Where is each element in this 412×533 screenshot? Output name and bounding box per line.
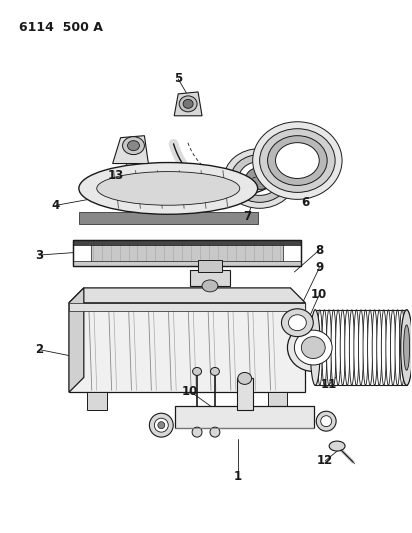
Text: 6114  500 A: 6114 500 A <box>19 21 103 34</box>
Ellipse shape <box>295 330 332 365</box>
Text: 10: 10 <box>182 385 198 398</box>
Text: 11: 11 <box>321 378 337 391</box>
Ellipse shape <box>395 310 400 385</box>
Text: 6: 6 <box>301 196 309 209</box>
Ellipse shape <box>404 325 410 370</box>
Bar <box>190 270 230 286</box>
Ellipse shape <box>150 413 173 437</box>
Ellipse shape <box>372 310 377 385</box>
Ellipse shape <box>316 411 336 431</box>
Text: 7: 7 <box>243 210 252 223</box>
Ellipse shape <box>340 310 345 385</box>
Bar <box>69 303 305 311</box>
Bar <box>73 240 301 245</box>
Ellipse shape <box>253 122 342 199</box>
Bar <box>73 240 301 266</box>
Ellipse shape <box>404 310 409 385</box>
Ellipse shape <box>246 167 274 189</box>
Ellipse shape <box>97 172 240 205</box>
Ellipse shape <box>386 310 391 385</box>
Ellipse shape <box>331 310 336 385</box>
Ellipse shape <box>377 310 382 385</box>
Ellipse shape <box>122 136 145 155</box>
Ellipse shape <box>281 309 313 337</box>
Text: 2: 2 <box>35 343 43 356</box>
Ellipse shape <box>321 416 332 426</box>
Ellipse shape <box>368 310 372 385</box>
Ellipse shape <box>202 280 218 292</box>
Ellipse shape <box>317 310 322 385</box>
Ellipse shape <box>401 310 412 385</box>
Ellipse shape <box>354 310 359 385</box>
Text: 9: 9 <box>315 262 323 274</box>
Bar <box>267 392 288 410</box>
Ellipse shape <box>382 310 386 385</box>
Ellipse shape <box>391 310 396 385</box>
Polygon shape <box>174 92 202 116</box>
Ellipse shape <box>313 310 318 385</box>
Polygon shape <box>79 212 258 224</box>
Ellipse shape <box>358 310 363 385</box>
Ellipse shape <box>267 136 327 185</box>
Bar <box>87 392 107 410</box>
Polygon shape <box>69 288 305 303</box>
Bar <box>73 240 301 266</box>
Bar <box>198 260 222 272</box>
Ellipse shape <box>183 99 193 108</box>
Ellipse shape <box>192 367 201 375</box>
Ellipse shape <box>179 96 197 112</box>
Ellipse shape <box>349 310 354 385</box>
Text: 13: 13 <box>108 169 124 182</box>
Ellipse shape <box>363 310 368 385</box>
Ellipse shape <box>260 129 335 192</box>
Text: 1: 1 <box>234 471 242 483</box>
Ellipse shape <box>329 441 345 451</box>
Ellipse shape <box>345 310 350 385</box>
Ellipse shape <box>336 310 341 385</box>
Polygon shape <box>69 303 305 392</box>
Ellipse shape <box>158 422 165 429</box>
Text: 5: 5 <box>174 72 183 85</box>
Ellipse shape <box>276 143 319 179</box>
Ellipse shape <box>224 149 295 208</box>
Ellipse shape <box>211 367 220 375</box>
Polygon shape <box>69 288 84 392</box>
Ellipse shape <box>288 315 306 330</box>
Ellipse shape <box>310 310 320 385</box>
Ellipse shape <box>79 163 258 214</box>
Ellipse shape <box>301 337 325 359</box>
Bar <box>73 261 301 266</box>
Bar <box>91 244 283 262</box>
Ellipse shape <box>128 141 139 151</box>
Ellipse shape <box>322 310 327 385</box>
Polygon shape <box>112 136 148 164</box>
Bar <box>175 406 314 428</box>
Ellipse shape <box>239 161 281 196</box>
Bar <box>237 378 253 410</box>
Ellipse shape <box>400 310 405 385</box>
Text: 10: 10 <box>311 288 328 301</box>
Ellipse shape <box>154 418 168 432</box>
Ellipse shape <box>210 427 220 437</box>
Text: 3: 3 <box>35 248 43 262</box>
Ellipse shape <box>288 324 339 372</box>
Text: 4: 4 <box>52 199 60 212</box>
Ellipse shape <box>326 310 331 385</box>
Text: 8: 8 <box>315 244 323 256</box>
Text: 12: 12 <box>317 455 333 467</box>
Ellipse shape <box>192 427 202 437</box>
Ellipse shape <box>231 155 288 203</box>
Ellipse shape <box>238 373 252 384</box>
